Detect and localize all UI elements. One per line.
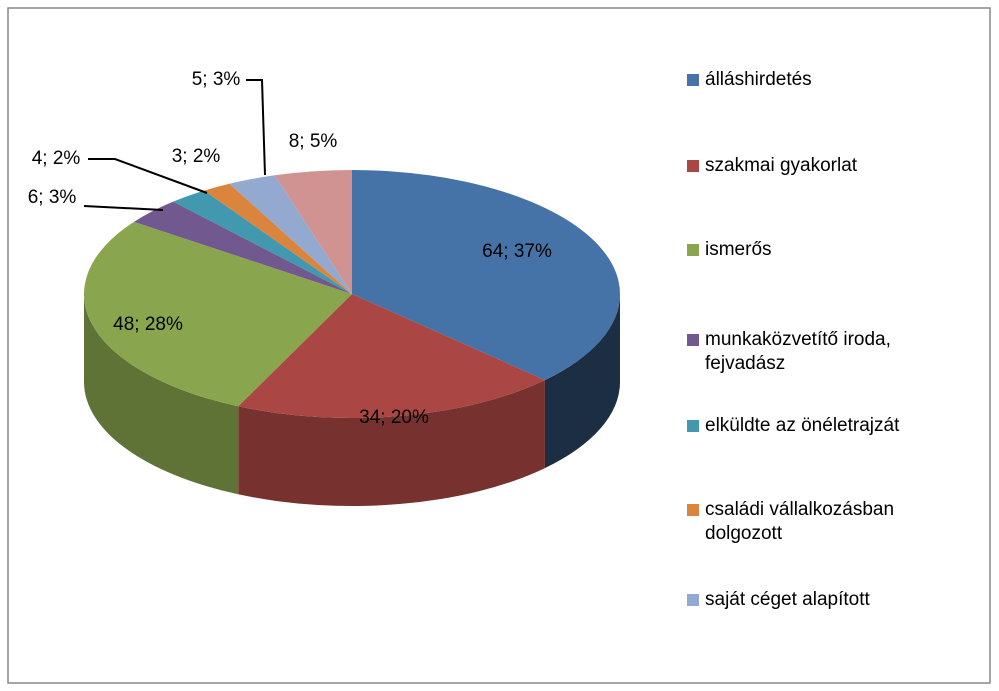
slice xyxy=(134,201,352,294)
legend-swatch xyxy=(687,594,699,606)
legend-item: álláshirdetés xyxy=(687,68,949,92)
pie-sides xyxy=(83,294,620,506)
legend-label: szakmai gyakorlat xyxy=(705,155,858,176)
slice xyxy=(173,190,352,294)
legend-item: családi vállalkozásban dolgozott xyxy=(687,498,949,546)
legend-label: ismerős xyxy=(705,239,772,260)
slice xyxy=(83,221,352,407)
data-label: 3; 2% xyxy=(172,146,221,167)
legend-label: elküldte az önéletrajzát xyxy=(705,415,900,436)
legend-swatch xyxy=(687,244,699,256)
slice-side xyxy=(544,294,620,469)
legend-swatch xyxy=(687,74,699,86)
data-label: 64; 37% xyxy=(482,241,552,262)
data-label: 8; 5% xyxy=(289,131,338,152)
slice xyxy=(274,170,352,294)
legend-item: szakmai gyakorlat xyxy=(687,154,949,178)
slice xyxy=(238,294,545,418)
slice-side xyxy=(83,294,239,495)
leader-line xyxy=(246,79,266,176)
legend-label: álláshirdetés xyxy=(705,69,812,90)
slice xyxy=(204,183,352,294)
slice xyxy=(229,175,352,294)
data-label: 5; 3% xyxy=(192,69,241,90)
legend-swatch xyxy=(687,160,699,172)
pie-tops xyxy=(83,170,620,418)
leader-lines xyxy=(83,79,266,211)
data-label: 6; 3% xyxy=(28,187,77,208)
legend-swatch xyxy=(687,504,699,516)
legend-swatch xyxy=(687,334,699,346)
slice-side xyxy=(238,380,545,506)
data-label: 4; 2% xyxy=(32,148,81,169)
legend-label: saját céget alapított xyxy=(705,589,870,610)
legend-swatch xyxy=(687,420,699,432)
legend-item: munkaközvetítő iroda, fejvadász xyxy=(687,328,949,376)
slice xyxy=(352,170,620,381)
legend-item: elküldte az önéletrajzát xyxy=(687,414,949,438)
legend-item: ismerős xyxy=(687,238,949,262)
data-label: 48; 28% xyxy=(113,314,183,335)
legend-label: munkaközvetítő iroda, fejvadász xyxy=(705,329,891,374)
leader-line xyxy=(83,205,164,211)
data-label: 34; 20% xyxy=(359,407,429,428)
leader-line xyxy=(88,158,208,194)
legend-item: saját céget alapított xyxy=(687,588,949,612)
data-labels: 64; 37% 34; 20% 48; 28% 6; 3% 4; 2% 3; 2% 5; 3… xyxy=(28,69,552,428)
legend-label: családi vállalkozásban dolgozott xyxy=(705,499,895,544)
